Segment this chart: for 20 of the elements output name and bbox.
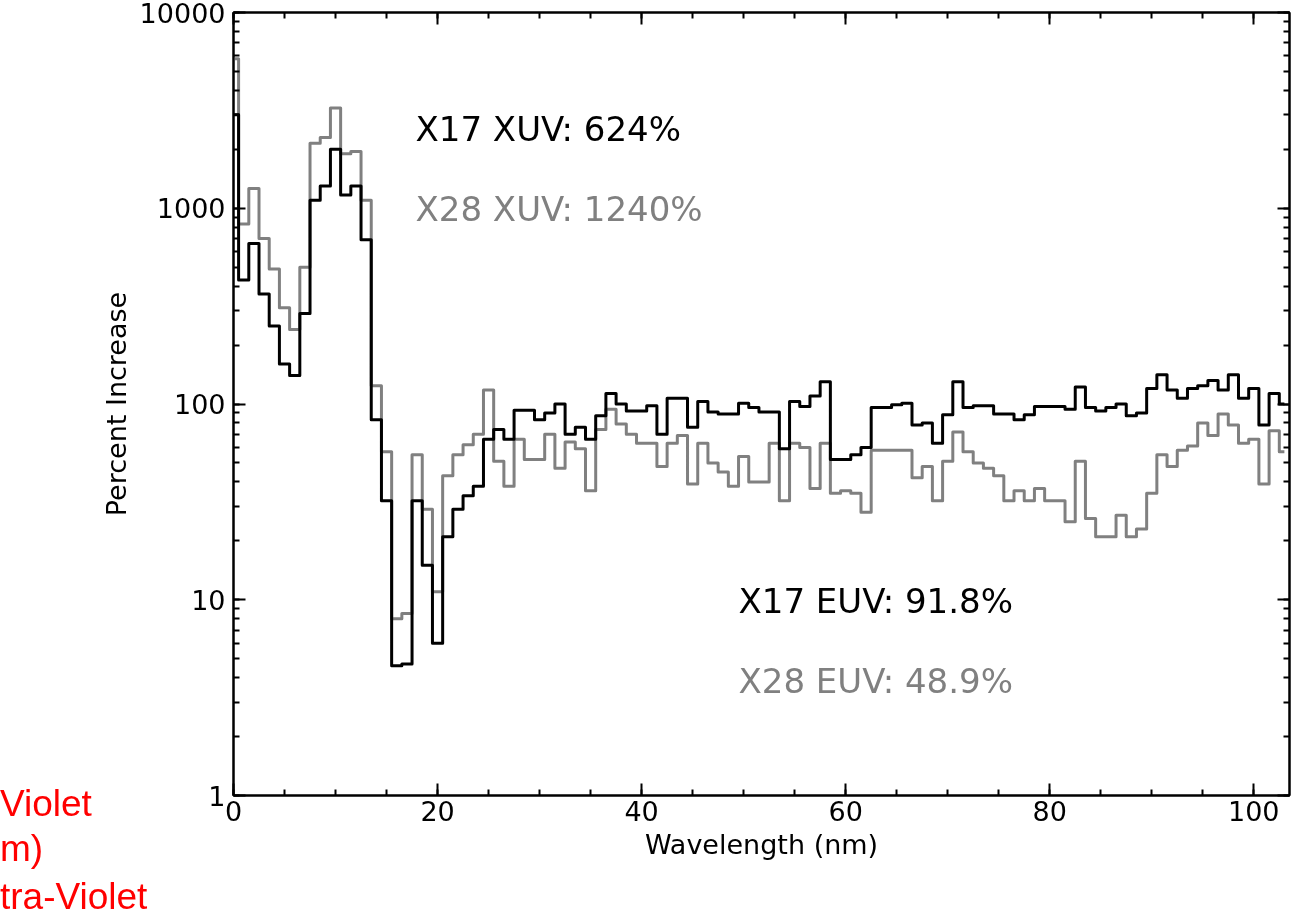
x-tick-label: 0 bbox=[224, 795, 243, 827]
x-tick-label: 100 bbox=[1228, 795, 1280, 827]
x-tick-label: 40 bbox=[624, 795, 659, 827]
x-tick-label: 20 bbox=[420, 795, 455, 827]
y-axis-title: Percent Increase bbox=[100, 291, 132, 517]
text: tra-Violet bbox=[0, 876, 148, 918]
annotation: X28 XUV: 1240% bbox=[415, 188, 703, 229]
y-tick-label: 1000 bbox=[156, 193, 226, 225]
annotation: X17 XUV: 624% bbox=[415, 108, 681, 149]
text: m) bbox=[0, 828, 44, 870]
x-axis-title: Wavelength (nm) bbox=[644, 828, 879, 860]
y-tick-label: 10 bbox=[191, 584, 226, 616]
x-tick-label: 60 bbox=[828, 795, 863, 827]
y-tick-label: 1 bbox=[208, 780, 226, 812]
annotation: X28 EUV: 48.9% bbox=[738, 660, 1013, 701]
x-tick-label: 80 bbox=[1032, 795, 1067, 827]
y-tick-label: 100 bbox=[173, 389, 226, 420]
y-tick-label: 10000 bbox=[139, 0, 226, 29]
text: Violet bbox=[0, 783, 92, 825]
annotation: X17 EUV: 91.8% bbox=[738, 580, 1013, 621]
